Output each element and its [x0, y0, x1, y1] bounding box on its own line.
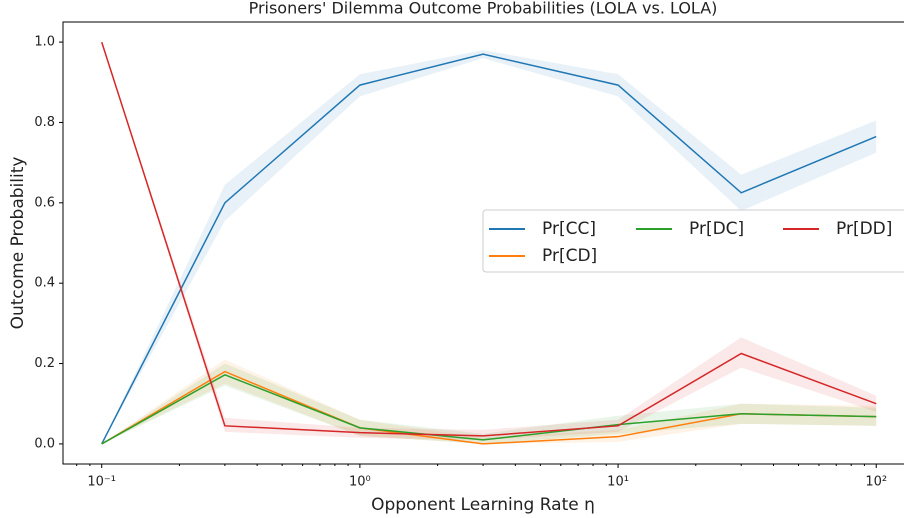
legend-label: Pr[DD]: [836, 219, 892, 239]
y-tick-label: 0.0: [34, 436, 55, 451]
x-axis-label: Opponent Learning Rate η: [371, 495, 595, 515]
confidence-band: [101, 359, 877, 444]
legend-frame: [482, 209, 904, 273]
x-tick-label: 10⁻¹: [87, 475, 116, 490]
line: [101, 373, 877, 445]
y-axis-label: Outcome Probability: [8, 157, 28, 330]
confidence-band: [101, 363, 877, 444]
legend-label: Pr[CD]: [542, 246, 597, 266]
x-tick-label: 10¹: [607, 475, 629, 490]
legend-label: Pr[CC]: [542, 219, 596, 239]
x-tick-label: 10⁰: [349, 475, 371, 490]
x-tick-label: 10²: [865, 475, 887, 490]
legend-label: Pr[DC]: [689, 219, 744, 239]
chart-title: Prisoners' Dilemma Outcome Probabilities…: [249, 0, 718, 18]
line: [101, 53, 877, 445]
y-tick-label: 0.2: [34, 356, 55, 371]
plot-frame: [62, 21, 904, 465]
legend: Pr[CC] Pr[CD] Pr[DC] Pr[DD]: [482, 209, 904, 273]
y-tick-label: 0.6: [34, 195, 55, 210]
y-tick-label: 0.4: [34, 276, 55, 291]
y-tick-label: 0.8: [34, 115, 55, 130]
confidence-band: [101, 50, 877, 444]
line: [101, 41, 877, 437]
y-tick-label: 1.0: [34, 35, 55, 50]
